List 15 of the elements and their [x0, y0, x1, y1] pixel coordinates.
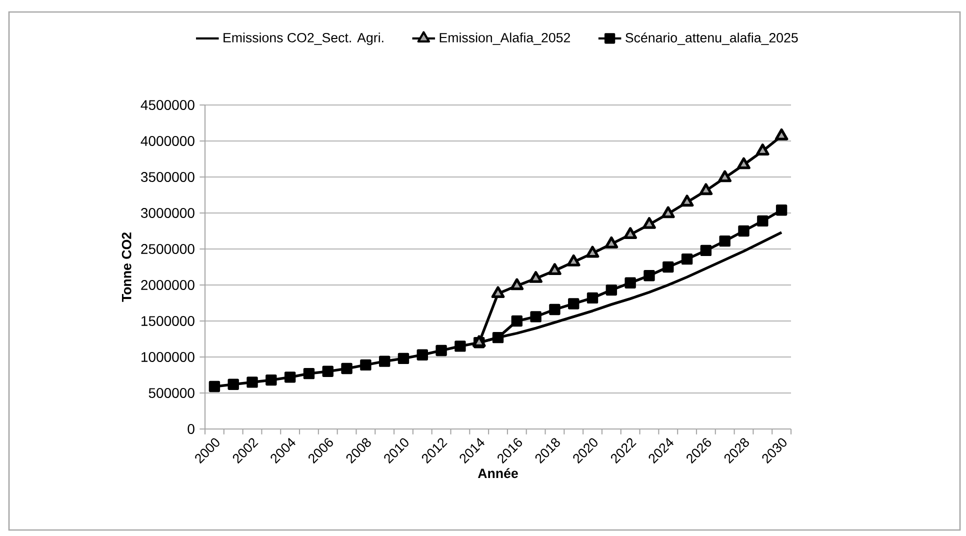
y-tick-label: 1500000 [142, 316, 194, 326]
legend-label: Emissions CO2_Sect. Agri. [224, 32, 384, 46]
y-tick-label: 500000 [148, 388, 194, 398]
legend-label: Scénario_attenu_alafia_2025 [626, 32, 798, 45]
y-axis-title: Tonne CO2 [122, 232, 132, 302]
y-tick-label: 4000000 [140, 136, 194, 146]
y-tick-label: 4500000 [140, 100, 194, 110]
legend-label: Emission_Alafia_2052 [440, 32, 570, 45]
y-tick-label: 3000000 [140, 208, 194, 218]
x-axis-title: Année [478, 468, 518, 478]
y-tick-label: 2000000 [141, 280, 194, 290]
y-tick-label: 0 [188, 424, 194, 434]
y-tick-label: 3500000 [140, 172, 194, 182]
y-tick-label: 1000000 [142, 352, 194, 362]
y-tick-label: 2500000 [141, 244, 194, 254]
